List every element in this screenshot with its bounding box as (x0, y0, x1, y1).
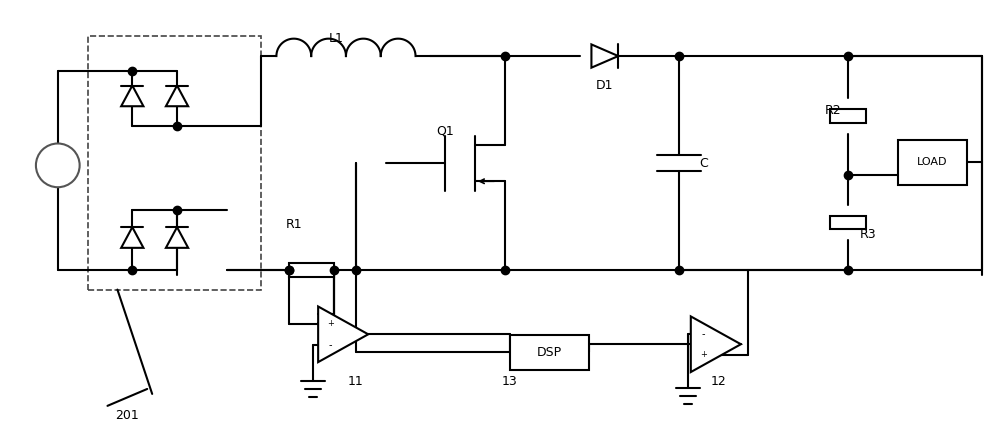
Text: L1: L1 (329, 32, 343, 44)
Polygon shape (121, 85, 143, 106)
Text: 201: 201 (115, 409, 139, 422)
Text: LOAD: LOAD (917, 158, 948, 167)
Circle shape (36, 143, 80, 187)
Text: R1: R1 (286, 218, 303, 231)
Text: -: - (702, 329, 705, 339)
Text: C: C (699, 157, 708, 170)
Polygon shape (318, 307, 368, 362)
Text: 13: 13 (502, 376, 518, 388)
Bar (510, 335, 589, 370)
Text: R3: R3 (859, 228, 876, 242)
Polygon shape (591, 44, 618, 68)
Bar (898, 140, 967, 185)
Text: DSP: DSP (537, 346, 562, 359)
Text: Q1: Q1 (436, 124, 454, 137)
Bar (830, 109, 866, 123)
Text: +: + (327, 319, 334, 328)
Text: -: - (329, 340, 332, 350)
Text: R2: R2 (825, 104, 841, 117)
Text: D1: D1 (596, 79, 613, 93)
Polygon shape (121, 227, 143, 248)
Text: 12: 12 (711, 376, 727, 388)
Text: 11: 11 (348, 376, 364, 388)
Polygon shape (166, 227, 188, 248)
Bar (289, 263, 334, 277)
Polygon shape (166, 85, 188, 106)
Text: +: + (700, 350, 707, 359)
Polygon shape (691, 316, 741, 372)
Bar (830, 215, 866, 230)
